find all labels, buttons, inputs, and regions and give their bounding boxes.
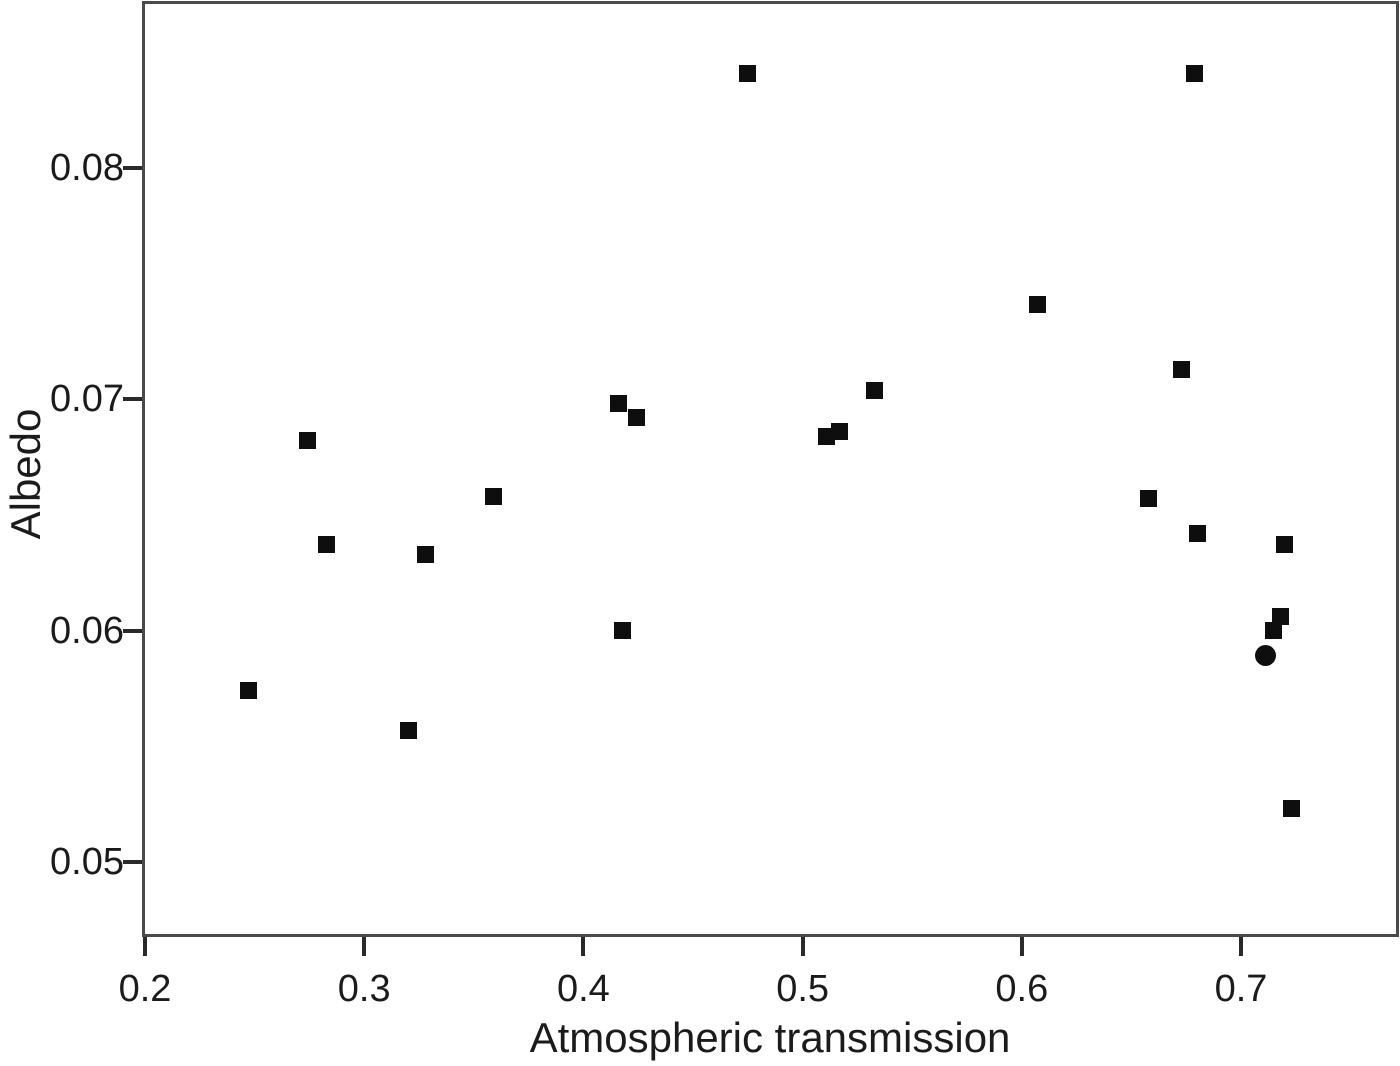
y-axis-tick-mark: [123, 165, 142, 170]
data-point: [417, 545, 435, 563]
x-axis-tick-label: 0.3: [337, 968, 391, 1010]
y-axis-tick-mark: [123, 628, 142, 633]
x-axis-tick-label: 0.2: [118, 968, 172, 1010]
data-point: [831, 423, 849, 441]
x-axis-label: Atmospheric transmission: [529, 1014, 1011, 1061]
y-axis-tick-label: 0.08: [50, 146, 124, 189]
data-point: [1282, 800, 1300, 818]
y-axis-tick-label: 0.06: [50, 609, 124, 652]
data-point: [1276, 536, 1294, 554]
data-point: [627, 409, 645, 427]
data-point: [1140, 490, 1158, 508]
x-axis-tick-mark: [1239, 937, 1244, 956]
data-point: [318, 536, 336, 554]
data-point: [1188, 524, 1206, 542]
y-axis-label: Albedo: [2, 408, 49, 540]
x-axis-tick-label: 0.4: [556, 968, 610, 1010]
data-point: [1254, 645, 1276, 667]
x-axis-tick-mark: [143, 937, 147, 956]
x-axis-tick-mark: [1019, 937, 1024, 956]
y-axis-tick-label: 0.05: [50, 840, 124, 883]
x-axis-tick-mark: [581, 937, 586, 956]
plot-area: [142, 1, 1399, 937]
x-axis-tick-mark: [800, 937, 805, 956]
data-point: [1028, 295, 1046, 313]
x-axis-tick-label: 0.6: [995, 968, 1049, 1010]
y-axis-tick-label: 0.07: [50, 378, 124, 421]
data-point: [818, 427, 836, 445]
data-point: [866, 381, 884, 399]
x-axis-tick-label: 0.5: [776, 968, 830, 1010]
data-point: [609, 395, 627, 413]
data-point: [298, 432, 316, 450]
x-axis-tick-label: 0.7: [1214, 968, 1268, 1010]
data-point: [399, 721, 417, 739]
data-point: [1265, 622, 1283, 640]
data-point: [239, 682, 257, 700]
x-axis-tick-mark: [362, 937, 367, 956]
y-axis-tick-mark: [123, 859, 142, 864]
data-point: [1271, 608, 1289, 626]
data-point: [485, 487, 503, 505]
data-point: [614, 622, 632, 640]
y-axis-tick-mark: [123, 397, 142, 402]
data-point: [739, 64, 757, 82]
data-point: [1173, 360, 1191, 378]
data-point: [1186, 64, 1204, 82]
